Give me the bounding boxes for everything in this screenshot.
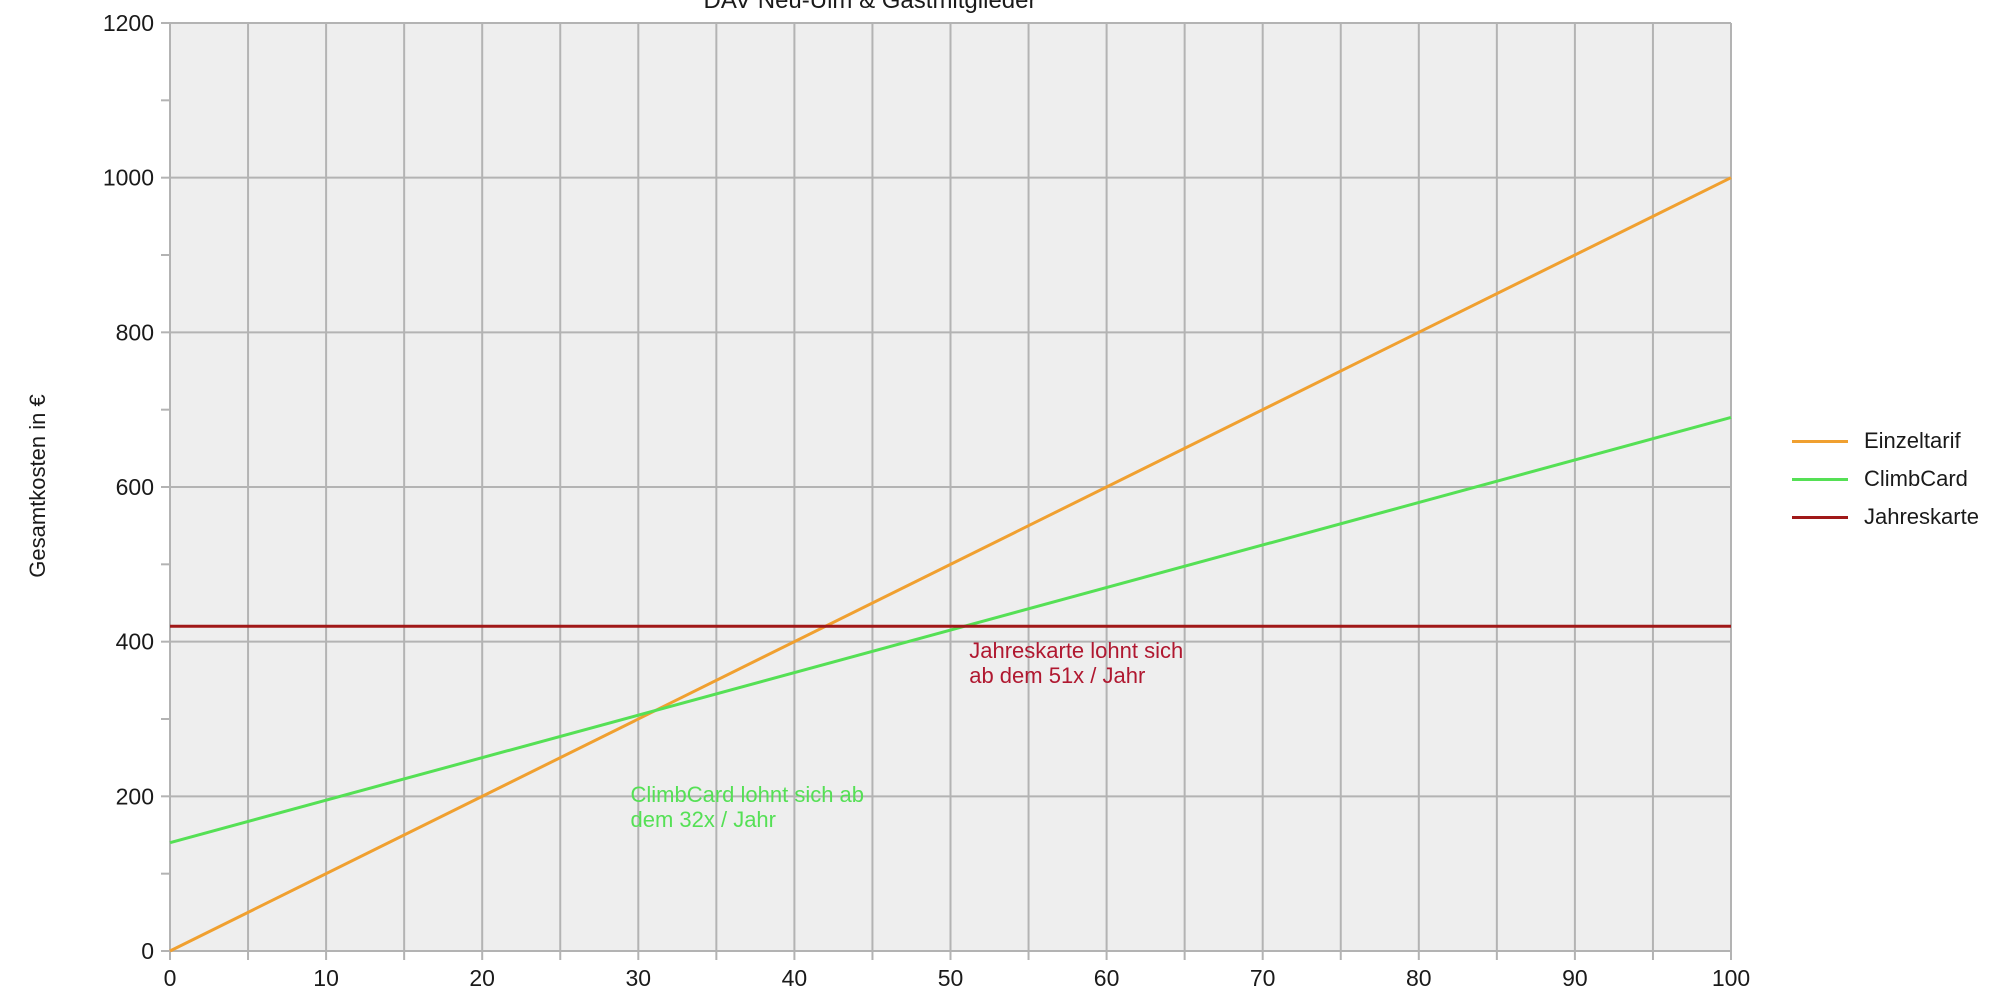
x-tick-label: 30 bbox=[626, 965, 652, 991]
x-tick-label: 70 bbox=[1250, 965, 1276, 991]
x-tick-label: 90 bbox=[1562, 965, 1588, 991]
chart-title: DAV Neu-Ulm & Gastmitglieder bbox=[703, 0, 1037, 14]
y-tick-label: 400 bbox=[116, 629, 154, 655]
x-tick-label: 100 bbox=[1712, 965, 1750, 991]
series-line-climbcard bbox=[169, 415, 1732, 845]
x-tick-label: 80 bbox=[1406, 965, 1432, 991]
legend-swatch-climbcard bbox=[1792, 477, 1848, 481]
y-tick-label: 0 bbox=[141, 938, 154, 964]
x-tick-label: 50 bbox=[938, 965, 964, 991]
legend-swatch-einzeltarif bbox=[1792, 439, 1848, 443]
annotation-climbcard-line-1: ClimbCard lohnt sich ab bbox=[630, 782, 865, 808]
legend-item-jahreskarte: Jahreskarte bbox=[1792, 498, 1979, 536]
y-tick-label: 1200 bbox=[103, 10, 154, 36]
y-tick-label: 800 bbox=[116, 319, 154, 345]
annotation-jahreskarte-line-1: Jahreskarte lohnt sich bbox=[969, 637, 1184, 663]
legend-label-climbcard: ClimbCard bbox=[1864, 466, 1968, 491]
y-tick-label: 600 bbox=[116, 474, 154, 500]
x-tick-label: 40 bbox=[782, 965, 808, 991]
legend-label-einzeltarif: Einzeltarif bbox=[1864, 428, 1961, 453]
y-tick-label: 200 bbox=[116, 783, 154, 809]
x-tick-label: 60 bbox=[1094, 965, 1120, 991]
legend: Einzeltarif ClimbCard Jahreskarte bbox=[1792, 422, 1979, 536]
legend-label-jahreskarte: Jahreskarte bbox=[1864, 504, 1979, 529]
annotation-climbcard-line-2: dem 32x / Jahr bbox=[630, 807, 776, 833]
legend-item-einzeltarif: Einzeltarif bbox=[1792, 422, 1979, 460]
annotation-climbcard: ClimbCard lohnt sich ab dem 32x / Jahr bbox=[630, 782, 864, 832]
x-tick-label: 0 bbox=[164, 965, 177, 991]
x-tick-label: 10 bbox=[313, 965, 339, 991]
annotation-jahreskarte: Jahreskarte lohnt sich ab dem 51x / Jahr bbox=[969, 638, 1183, 688]
y-tick-label: 1000 bbox=[103, 165, 154, 191]
legend-item-climbcard: ClimbCard bbox=[1792, 460, 1979, 498]
legend-swatch-jahreskarte bbox=[1792, 515, 1848, 519]
annotation-jahreskarte-line-2: ab dem 51x / Jahr bbox=[969, 662, 1146, 688]
series-line-einzeltarif bbox=[169, 176, 1732, 953]
x-tick-label: 20 bbox=[469, 965, 495, 991]
